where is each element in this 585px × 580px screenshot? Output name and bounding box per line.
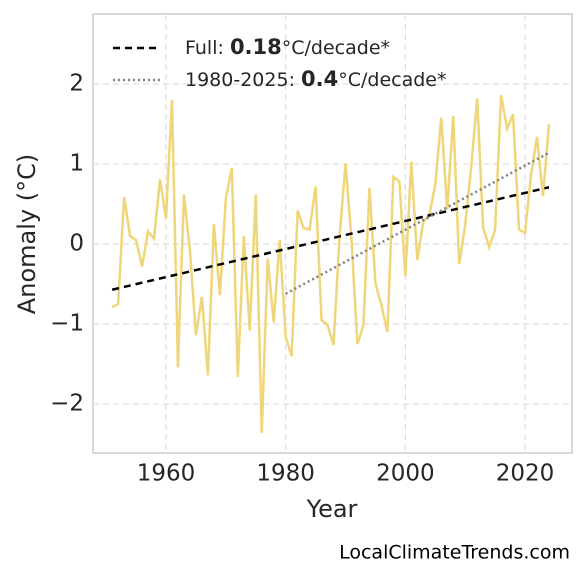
legend-text: Full: [185,37,230,59]
y-tick-label: −2 [50,391,84,417]
y-axis-title: Anomaly (°C) [13,154,41,314]
x-tick-label: 2020 [496,461,555,487]
legend-text: 1980-2025: [185,69,301,91]
legend-text: 0.4 [301,67,338,91]
legend-text: °C/decade* [338,69,446,91]
plot-frame [92,13,573,454]
footer: LocalClimateTrends.com [339,542,570,564]
trend-line [111,186,550,291]
legend-text: °C/decade* [282,37,390,59]
y-tick-label: 0 [69,231,84,257]
legend-label: Full: 0.18°C/decade* [185,35,390,59]
series-line [111,95,551,434]
x-tick-label: 2000 [376,461,435,487]
legend-label: 1980-2025: 0.4°C/decade* [185,67,446,91]
y-tick-label: 2 [69,71,84,97]
x-axis-title: Year [306,495,358,523]
trend-line [285,151,550,295]
y-tick-label: −1 [50,311,84,337]
x-tick-label: 1980 [256,461,315,487]
x-tick-label: 1960 [137,461,196,487]
legend-text: 0.18 [230,35,282,59]
y-tick-label: 1 [69,151,84,177]
